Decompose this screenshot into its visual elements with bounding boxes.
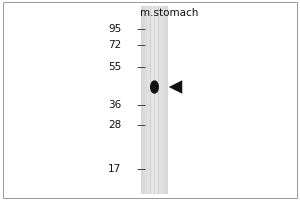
Bar [152, 6, 153, 194]
Bar [161, 6, 163, 194]
Bar [141, 6, 142, 194]
Text: 55: 55 [108, 62, 122, 72]
Text: 72: 72 [108, 40, 122, 50]
Bar [165, 6, 166, 194]
Bar [145, 6, 146, 194]
Text: 28: 28 [108, 120, 122, 130]
Bar [167, 6, 168, 194]
Bar [149, 6, 150, 194]
Bar [146, 6, 148, 194]
Bar [142, 6, 144, 194]
Text: 95: 95 [108, 24, 122, 34]
Bar [154, 6, 156, 194]
Bar [164, 6, 165, 194]
Bar [144, 6, 145, 194]
Text: 17: 17 [108, 164, 122, 174]
Text: 36: 36 [108, 100, 122, 110]
Ellipse shape [151, 81, 158, 93]
Bar [156, 6, 157, 194]
Bar [153, 6, 154, 194]
Bar [157, 6, 158, 194]
Bar [142, 6, 167, 194]
Bar [159, 6, 160, 194]
Bar [151, 6, 152, 194]
Text: m.stomach: m.stomach [140, 8, 199, 18]
Polygon shape [169, 80, 182, 94]
Bar [160, 6, 161, 194]
Bar [148, 6, 149, 194]
Bar [163, 6, 164, 194]
